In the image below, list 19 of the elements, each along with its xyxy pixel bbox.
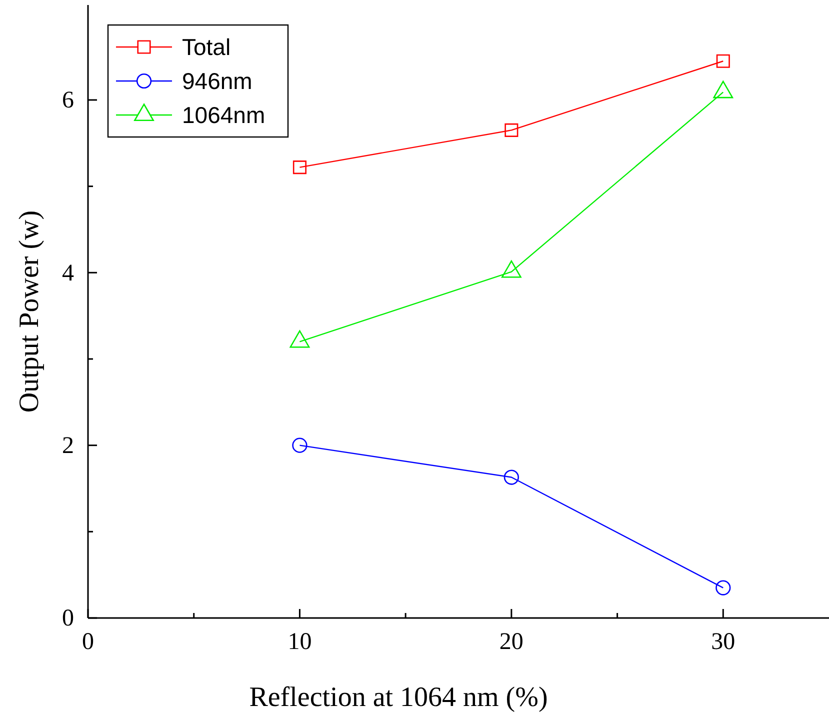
point — [504, 470, 519, 485]
point — [716, 54, 730, 68]
point — [292, 160, 306, 174]
x-axis-title: Reflection at 1064 nm (%) — [249, 682, 548, 713]
x-tick-label: 10 — [288, 629, 312, 656]
point — [716, 580, 731, 596]
point — [292, 438, 308, 453]
point — [504, 123, 518, 137]
y-tick-label: 0 — [62, 606, 74, 632]
y-tick-label: 6 — [62, 88, 74, 114]
y-axis-title: Output Power (w) — [14, 210, 45, 413]
x-tick-label: 30 — [711, 629, 736, 656]
y-tick-label: 4 — [62, 260, 74, 286]
legend-label: Total — [182, 34, 231, 60]
legend-label: 946nm — [182, 68, 252, 94]
y-tick-label: 2 — [62, 433, 74, 460]
legend-label: 1064nm — [182, 102, 266, 128]
x-tick-label: 0 — [82, 629, 94, 656]
x-tick-label: 20 — [499, 629, 524, 656]
